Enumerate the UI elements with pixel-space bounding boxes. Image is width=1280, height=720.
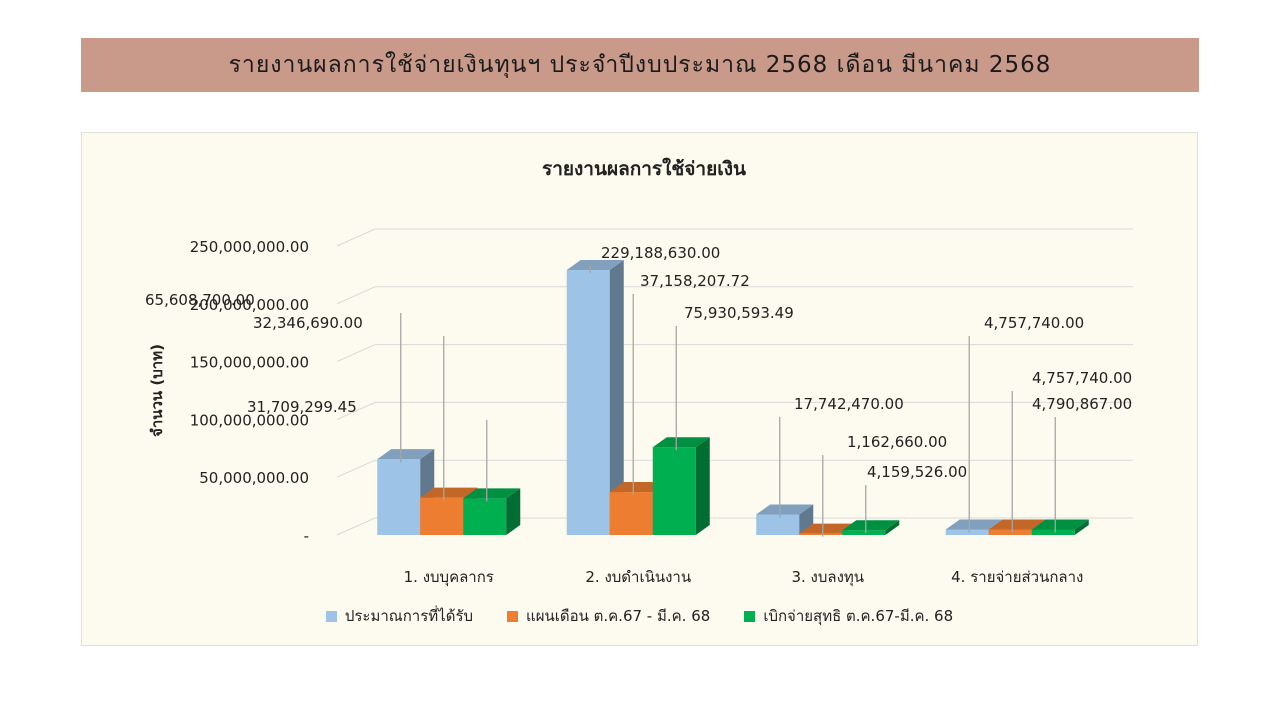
bar-top [988,519,1046,530]
bar-front [420,497,464,535]
bar-front [609,492,653,535]
bar-top [566,260,624,271]
y-axis-label: จำนวน (บาท) [148,344,166,437]
data-label: 75,930,593.49 [684,304,794,322]
data-label: 4,757,740.00 [1032,369,1132,387]
legend-swatch [325,610,337,622]
gridline-side [336,401,376,420]
gridline-side [336,286,376,305]
y-tick-label: 200,000,000.00 [190,296,309,314]
bar-front [463,498,507,535]
bar-side [695,437,710,535]
data-label: 17,742,470.00 [794,395,904,413]
bar-front [377,459,421,535]
bar-top [463,488,521,499]
bar-top [799,523,857,534]
data-label: 1,162,660.00 [847,433,947,451]
bar-3-3 [842,520,900,535]
data-label: 229,188,630.00 [601,244,720,262]
legend-item: เบิกจ่ายสุทธิ ต.ค.67-มี.ค. 68 [744,604,953,628]
bar-top [609,482,667,493]
y-tick-label: 50,000,000.00 [199,469,309,487]
data-label: 37,158,207.72 [640,272,750,290]
bar-top [377,449,435,460]
gridline-side [336,344,376,363]
chart-panel: รายงานผลการใช้จ่ายเงิน - 50,000,000.00 100,… [81,132,1198,646]
bar-3-2 [652,437,710,535]
y-tick-label: 150,000,000.00 [190,354,309,372]
legend-label: ประมาณการที่ได้รับ [344,607,474,625]
bar-top [945,519,1003,530]
data-label: 4,159,526.00 [867,463,967,481]
y-tick-label: 100,000,000.00 [190,411,309,429]
bar-chart: รายงานผลการใช้จ่ายเงิน - 50,000,000.00 100,… [145,157,1133,587]
legend-label: แผนเดือน ต.ค.67 - มี.ค. 68 [526,607,711,625]
bar-side [609,260,624,535]
x-category-label: 1. งบบุคลากร [404,568,494,587]
report-title: รายงานผลการใช้จ่ายเงินทุนฯ ประจำปีงบประม… [228,52,1052,78]
bar-front [566,270,610,535]
y-tick-label: - [304,527,309,545]
bar-side [506,488,521,535]
legend-item: แผนเดือน ต.ค.67 - มี.ค. 68 [507,604,710,628]
bar-front [1031,529,1075,535]
data-label: 32,346,690.00 [253,314,363,332]
bar-top [652,437,710,448]
x-category-label: 3. งบลงทุน [791,568,864,587]
gridline-side [336,517,376,536]
x-category-label: 4. รายจ่ายส่วนกลาง [951,568,1083,586]
report-banner: รายงานผลการใช้จ่ายเงินทุนฯ ประจำปีงบประม… [81,38,1199,92]
bar-side [1074,519,1089,535]
bar-front [945,529,989,535]
data-label: 4,757,740.00 [984,314,1084,332]
data-label: 65,608,700.00 [145,291,255,309]
chart-title: รายงานผลการใช้จ่ายเงิน [542,157,746,180]
bar-front [988,529,1032,535]
legend-label: เบิกจ่ายสุทธิ ต.ค.67-มี.ค. 68 [763,607,954,625]
bar-front [756,514,800,535]
gridline-side [336,459,376,478]
data-label: 31,709,299.45 [247,398,357,416]
legend-swatch [744,610,756,622]
bar-top [420,487,478,498]
bar-3-4 [1031,519,1089,535]
gridline-side [336,228,376,247]
bar-top [842,520,900,531]
data-label: 4,790,867.00 [1032,395,1132,413]
bar-front [652,447,696,535]
chart-legend: ประมาณการที่ได้รับ แผนเดือน ต.ค.67 - มี.ค… [82,604,1197,628]
bar-1-2 [566,260,624,535]
legend-item: ประมาณการที่ได้รับ [325,604,474,628]
bar-front [842,530,886,535]
legend-swatch [507,610,519,622]
bar-front [799,533,843,535]
y-tick-label: 250,000,000.00 [190,238,309,256]
bar-side [885,520,900,535]
bar-3-1 [463,488,521,535]
x-category-label: 2. งบดำเนินงาน [585,568,691,586]
bar-1-3 [756,504,814,535]
bar-top [1031,519,1089,530]
bar-top [756,504,814,515]
